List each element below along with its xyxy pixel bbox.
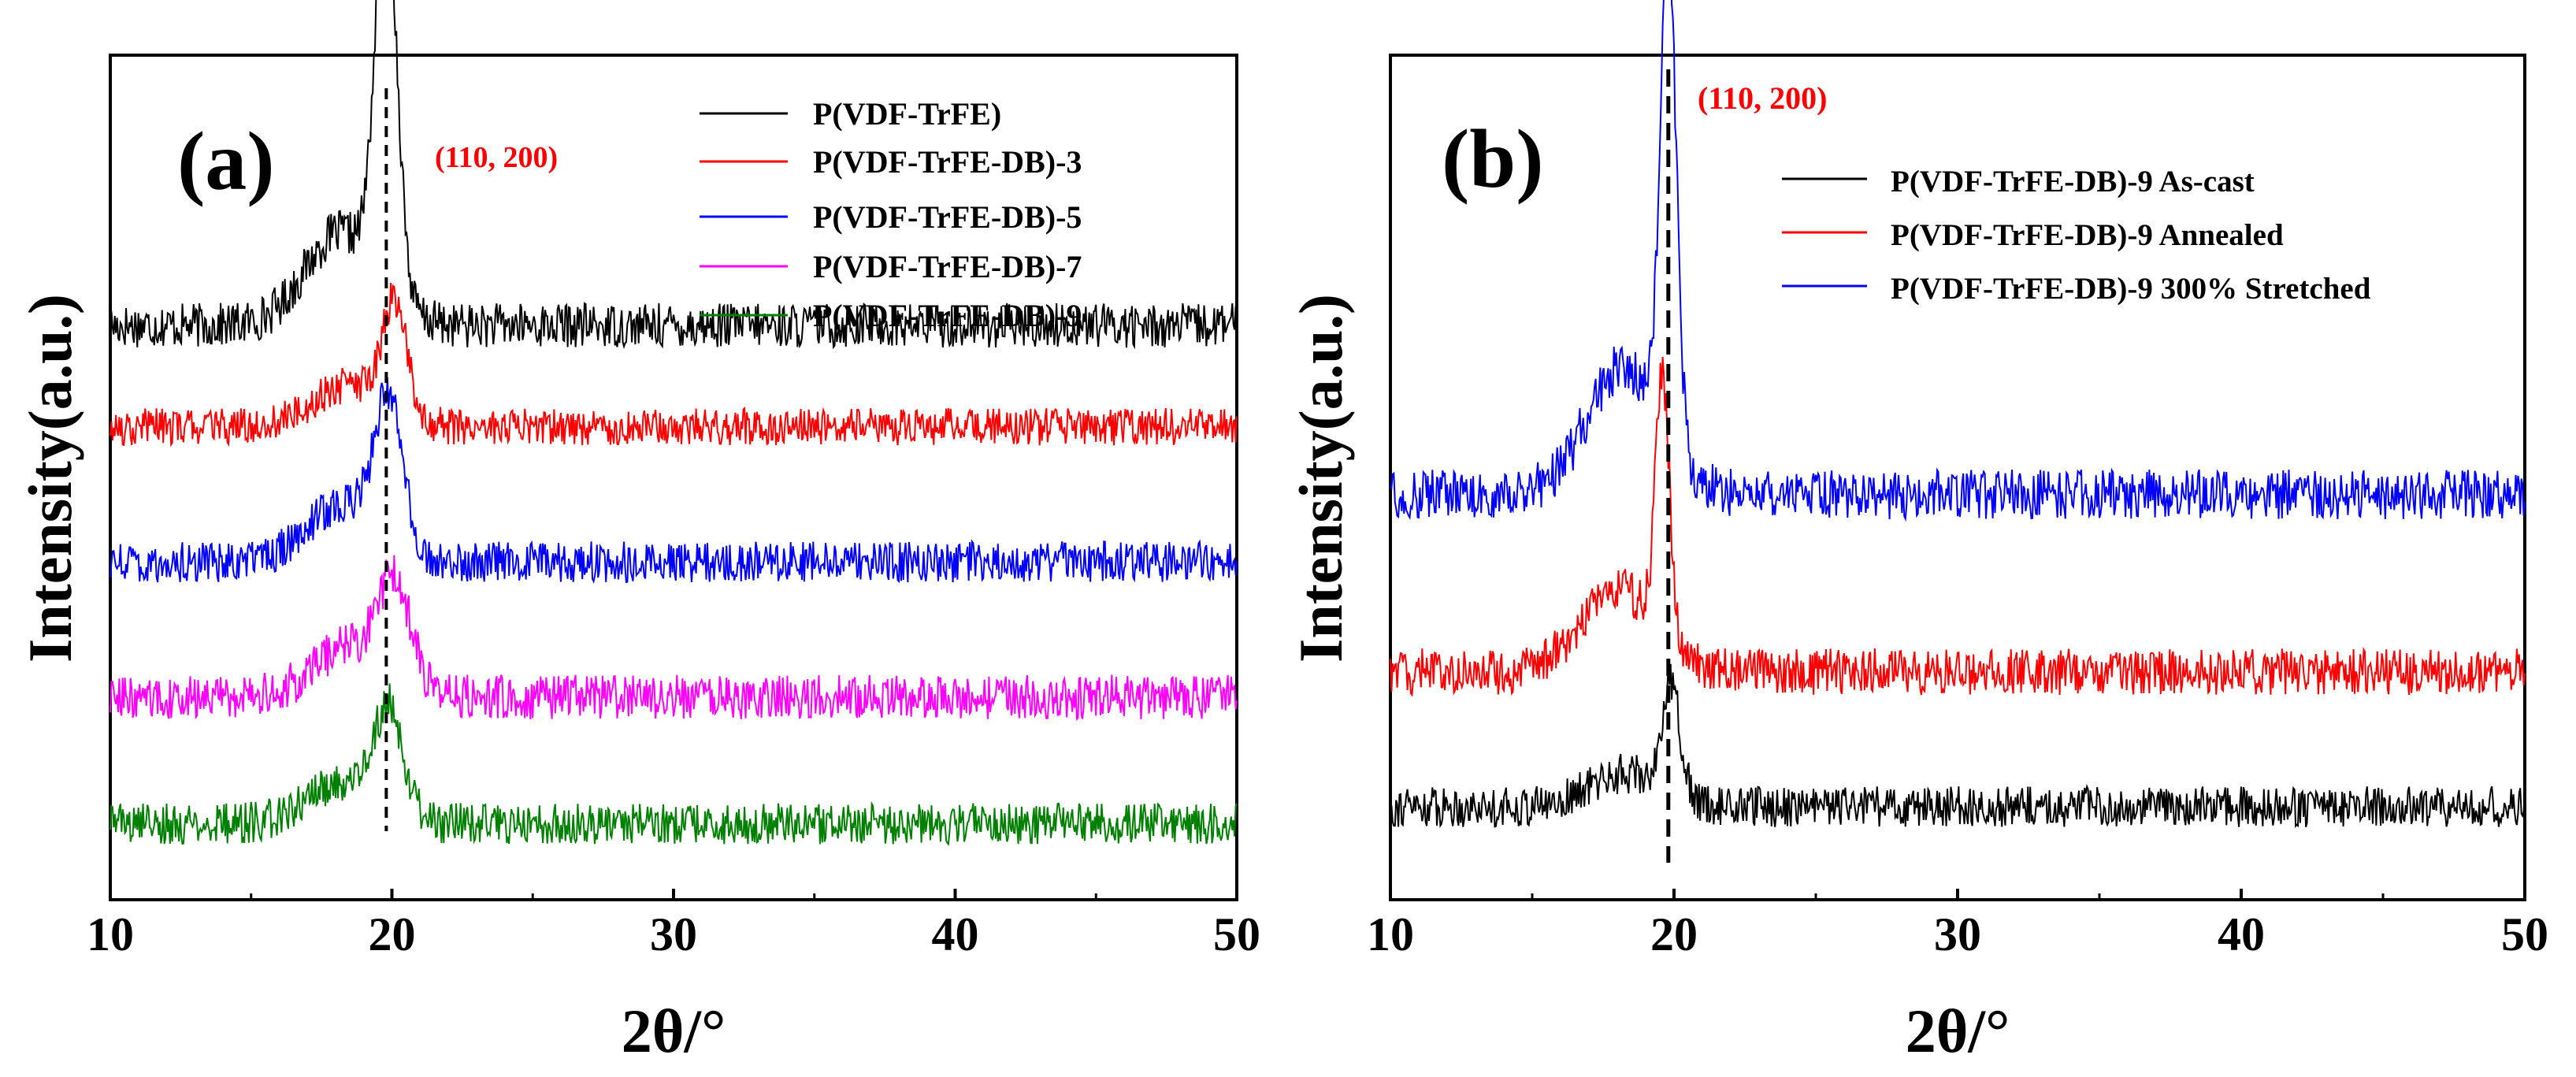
panel-a-peak-annotation: (110, 200) — [435, 141, 558, 174]
series-line-a-1 — [109, 282, 1238, 448]
series-line-b-2 — [1390, 0, 2526, 522]
x-tick-label-b-3: 40 — [2218, 908, 2265, 960]
legend-a-entry-3: P(VDF-TrFE-DB)-7 — [813, 249, 1082, 284]
series-line-b-1 — [1390, 356, 2526, 697]
x-tick-label-a-2: 30 — [650, 908, 697, 960]
panel-b: 10 20 30 40 50 (b) (110, 200) P(VDF-TrFE-DB)… — [1286, 0, 2548, 1065]
x-tick-label-b-0: 10 — [1367, 908, 1414, 960]
x-tick-label-a-4: 50 — [1213, 908, 1260, 960]
panel-b-label: (b) — [1442, 113, 1544, 205]
x-tick-label-b-2: 30 — [1934, 908, 1981, 960]
legend-a-entry-2: P(VDF-TrFE-DB)-5 — [813, 199, 1082, 235]
x-tick-label-b-1: 20 — [1650, 908, 1698, 960]
panel-a-x-axis-label: 2θ/° — [622, 997, 726, 1065]
legend-b-entry-1: P(VDF-TrFE-DB)-9 Annealed — [1891, 218, 2284, 252]
legend-b-entry-0: P(VDF-TrFE-DB)-9 As-cast — [1891, 165, 2255, 199]
x-tick-label-b-4: 50 — [2501, 908, 2548, 960]
series-line-a-2 — [109, 377, 1238, 584]
legend-a-entry-0: P(VDF-TrFE) — [813, 96, 1001, 132]
panel-b-y-axis-label: Intensity(a.u.) — [1286, 294, 1355, 663]
panel-a-y-axis-label: Intensity(a.u.) — [16, 294, 84, 663]
legend-b-entry-2: P(VDF-TrFE-DB)-9 300% Stretched — [1891, 272, 2371, 306]
panel-a-legend: P(VDF-TrFE) P(VDF-TrFE-DB)-3 P(VDF-TrFE-… — [700, 96, 1082, 333]
panel-a-traces — [109, 0, 1238, 846]
series-line-a-4 — [109, 683, 1238, 846]
legend-a-entry-4: P(VDF-TrFE-DB)-9 — [813, 298, 1082, 333]
panel-b-xticks: 10 20 30 40 50 — [1367, 889, 2548, 960]
series-line-b-0 — [1390, 663, 2526, 829]
x-tick-label-a-1: 20 — [369, 908, 416, 960]
panel-a: 10 20 30 40 50 (a) (110, 200) P(VDF-TrFE) P(… — [16, 0, 1260, 1065]
x-tick-label-a-3: 40 — [932, 908, 979, 960]
panel-b-peak-annotation: (110, 200) — [1698, 80, 1827, 116]
panel-b-legend: P(VDF-TrFE-DB)-9 As-cast P(VDF-TrFE-DB)-… — [1782, 165, 2371, 306]
panel-b-traces — [1390, 0, 2526, 829]
x-tick-label-a-0: 10 — [87, 908, 134, 960]
panel-a-label: (a) — [177, 115, 275, 207]
panel-b-x-axis-label: 2θ/° — [1906, 997, 2010, 1065]
series-line-a-3 — [109, 555, 1238, 721]
series-line-a-0 — [109, 0, 1238, 350]
panel-a-xticks: 10 20 30 40 50 — [87, 889, 1260, 960]
panel-a-axes-frame — [109, 54, 1238, 901]
legend-a-entry-1: P(VDF-TrFE-DB)-3 — [813, 144, 1082, 180]
